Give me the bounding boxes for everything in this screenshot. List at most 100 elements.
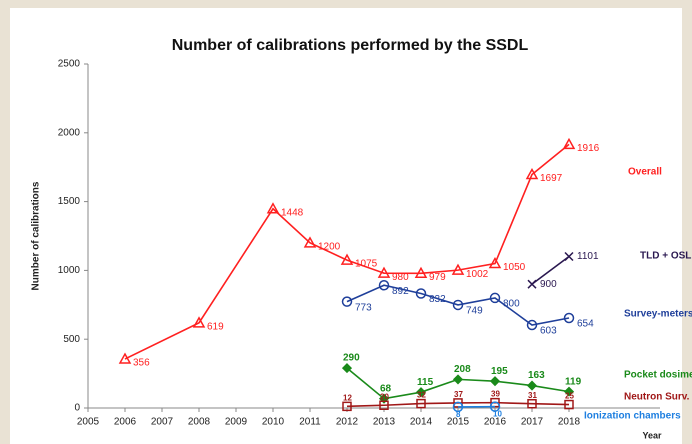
data-label: 892 [392, 286, 409, 297]
marker [564, 399, 574, 410]
legend-label: TLD + OSL [640, 251, 691, 262]
legend-label: Overall [628, 167, 662, 178]
y-tick-label: 2500 [58, 59, 81, 70]
marker [525, 167, 539, 180]
data-label: 1200 [318, 242, 341, 253]
data-label: 39 [491, 390, 500, 399]
marker [527, 398, 537, 409]
marker [192, 316, 206, 328]
data-label: 68 [380, 383, 392, 394]
data-label: 115 [417, 377, 434, 388]
data-label: 654 [577, 319, 594, 330]
x-tick-label: 2013 [373, 417, 396, 428]
x-tick-label: 2006 [114, 417, 137, 428]
data-label: 603 [540, 326, 557, 337]
y-tick-label: 500 [63, 334, 80, 345]
data-label: 290 [343, 353, 360, 364]
data-label: 119 [565, 376, 582, 387]
marker [563, 312, 575, 324]
marker [452, 374, 464, 385]
marker [452, 401, 464, 413]
marker [342, 401, 352, 412]
data-label: 163 [528, 370, 545, 381]
marker [379, 400, 389, 410]
x-tick-label: 2010 [262, 417, 285, 428]
marker [377, 266, 391, 278]
x-tick-label: 2012 [336, 417, 359, 428]
x-tick-label: 2005 [77, 417, 100, 428]
data-label: 25 [565, 392, 574, 401]
data-label: 980 [392, 272, 409, 283]
data-label: 1075 [355, 259, 378, 270]
x-axis-label: Year [642, 430, 662, 440]
x-tick-label: 2015 [447, 417, 470, 428]
series-line [531, 255, 570, 285]
data-label: 1697 [540, 173, 563, 184]
marker [489, 292, 501, 304]
series-line [346, 284, 570, 326]
data-label: 195 [491, 366, 508, 377]
marker [414, 266, 428, 279]
data-label: 8 [456, 410, 461, 419]
marker [341, 363, 353, 374]
x-tick-label: 2014 [410, 417, 433, 428]
data-label: 1916 [577, 143, 600, 154]
legend-label: Pocket dosimeters [624, 370, 692, 381]
data-label: 1050 [503, 262, 526, 273]
marker [488, 256, 502, 269]
marker [453, 398, 463, 408]
marker [527, 279, 537, 289]
data-label: 900 [540, 279, 557, 290]
marker [415, 288, 427, 299]
data-label: 832 [429, 294, 446, 305]
marker [415, 387, 427, 398]
data-label: 1101 [577, 251, 599, 262]
y-tick-label: 0 [74, 403, 80, 414]
marker [489, 401, 501, 412]
data-label: 208 [454, 364, 471, 375]
marker [451, 263, 465, 275]
data-label: 12 [343, 393, 352, 402]
data-label: 749 [466, 306, 483, 317]
data-label: 31 [528, 391, 537, 400]
data-label: 356 [133, 358, 150, 369]
x-tick-label: 2016 [484, 417, 507, 428]
data-label: 10 [493, 410, 502, 419]
data-label: 1002 [466, 269, 489, 280]
x-tick-label: 2007 [151, 417, 174, 428]
marker [378, 280, 390, 291]
x-tick-label: 2017 [521, 417, 544, 428]
marker [526, 319, 538, 331]
y-tick-label: 1500 [58, 196, 81, 207]
data-label: 619 [207, 321, 224, 332]
series-line [124, 143, 570, 360]
marker [526, 380, 538, 391]
y-tick-label: 1000 [58, 265, 81, 276]
marker [489, 376, 501, 387]
x-tick-label: 2011 [299, 417, 321, 428]
data-label: 1448 [281, 207, 304, 218]
marker [340, 253, 354, 265]
legend-label: Survey-meters [624, 309, 692, 320]
marker [341, 296, 353, 307]
x-tick-label: 2008 [188, 417, 211, 428]
y-axis-label: Number of calibrations [31, 181, 42, 290]
marker [118, 352, 132, 364]
data-label: 773 [355, 302, 372, 313]
data-label: 979 [429, 272, 446, 283]
marker [303, 236, 317, 248]
marker [564, 251, 574, 262]
data-label: 32 [417, 391, 426, 400]
marker [416, 398, 426, 409]
chart-title: Number of calibrations performed by the … [172, 37, 529, 54]
panel [10, 8, 682, 444]
legend-label: Neutron Surv. [624, 392, 690, 403]
data-label: 37 [454, 390, 463, 399]
legend-label: Ionization chambers [584, 411, 681, 422]
marker [452, 299, 464, 311]
marker [266, 202, 280, 214]
x-tick-label: 2009 [225, 417, 248, 428]
data-label: 20 [380, 392, 389, 401]
y-tick-label: 2000 [58, 127, 81, 138]
